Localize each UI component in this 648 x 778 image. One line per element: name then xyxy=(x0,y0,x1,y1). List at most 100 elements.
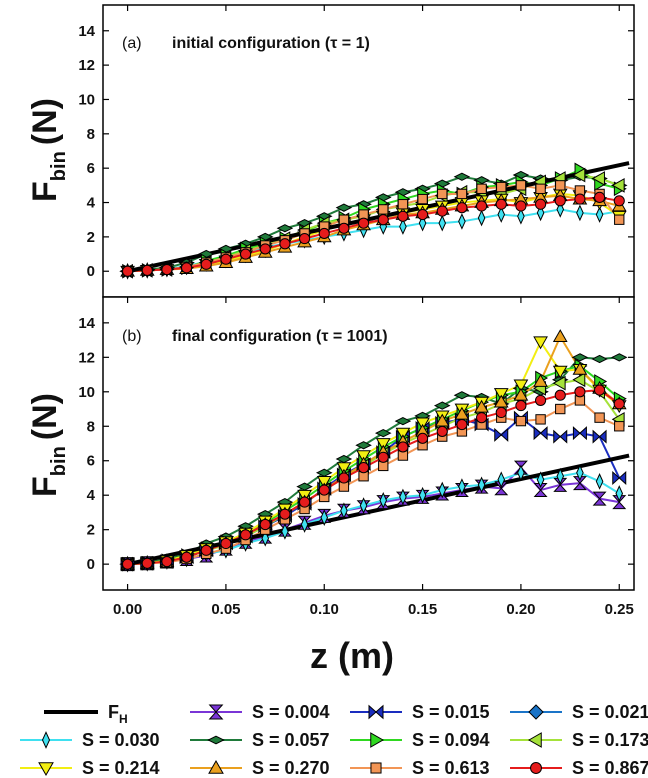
data-point-s0613 xyxy=(614,214,625,225)
data-point-s0057 xyxy=(374,429,392,438)
data-point-s0030 xyxy=(477,209,486,227)
data-point-s0057 xyxy=(571,353,589,362)
data-point-s0867 xyxy=(495,198,507,210)
data-point-s0867 xyxy=(515,200,527,212)
data-point-s0867 xyxy=(200,258,212,270)
data-point-s0015 xyxy=(494,427,509,442)
data-point-s0613 xyxy=(614,421,625,432)
data-point-s0867 xyxy=(122,558,134,570)
legend-item-s0094: S = 0.094 xyxy=(350,730,490,750)
data-point-s0867 xyxy=(535,394,547,406)
y-tick-label: 0 xyxy=(87,263,95,280)
legend-label: S = 0.004 xyxy=(252,702,330,722)
legend-item-s0057: S = 0.057 xyxy=(190,730,330,750)
data-point-s0015 xyxy=(553,429,568,444)
panel-b-y-ticks: 0 2 4 6 8 10 12 14 xyxy=(78,315,634,573)
panel-a: (a) initial configuration (τ = 1) 0 2 4 6 8 1… xyxy=(26,4,635,298)
panel-b: (b) final configuration (τ = 1001) 0 2 4 6 8… xyxy=(26,296,635,676)
x-tick-label: 0.00 xyxy=(113,601,142,618)
legend-item-s0030: S = 0.030 xyxy=(20,730,160,750)
legend-label: S = 0.613 xyxy=(412,758,490,778)
y-tick-label: 0 xyxy=(87,556,95,573)
data-point-s0613 xyxy=(437,188,448,200)
legend-label: S = 0.030 xyxy=(82,730,160,750)
data-point-s0867 xyxy=(417,432,429,444)
data-point-s0214 xyxy=(552,365,568,379)
data-point-s0030 xyxy=(340,502,348,520)
data-point-s0030 xyxy=(576,464,584,482)
legend-item-s0021: S = 0.021 xyxy=(510,702,648,722)
legend-label: S = 0.057 xyxy=(252,730,330,750)
legend-marker-s0057 xyxy=(207,735,225,745)
data-point-s0613 xyxy=(535,183,546,194)
data-point-s0867 xyxy=(338,472,350,484)
data-point-s0867 xyxy=(318,484,330,496)
legend-marker-s0867 xyxy=(530,762,542,774)
data-point-s0867 xyxy=(594,384,606,396)
data-point-s0214 xyxy=(336,462,352,476)
data-point-s0867 xyxy=(358,462,370,474)
data-point-s0867 xyxy=(476,200,488,212)
data-point-s0030 xyxy=(536,471,545,489)
legend-marker-s0094 xyxy=(370,732,385,748)
legend-label: FH xyxy=(108,702,128,726)
data-point-s0613 xyxy=(515,180,527,191)
legend-label: S = 0.214 xyxy=(82,758,160,778)
data-point-s0015 xyxy=(572,426,587,441)
y-tick-label: 12 xyxy=(78,57,95,74)
data-point-s0867 xyxy=(161,555,173,568)
data-point-s0015 xyxy=(612,470,627,485)
data-point-s0057 xyxy=(591,354,608,364)
data-point-s0173 xyxy=(552,375,566,391)
y-tick-label: 10 xyxy=(78,384,95,401)
x-tick-label: 0.25 xyxy=(605,601,634,618)
data-point-s0867 xyxy=(240,529,252,541)
legend-label: S = 0.173 xyxy=(572,730,648,750)
panel-a-y-ticks: 0 2 4 6 8 10 12 14 xyxy=(78,5,634,280)
data-point-s0030 xyxy=(300,516,309,533)
data-point-s0270 xyxy=(552,329,568,343)
data-point-s0867 xyxy=(141,264,153,276)
panel-a-plot xyxy=(119,161,630,280)
legend-item-s0867: S = 0.867 xyxy=(510,758,648,778)
x-tick-label: 0.15 xyxy=(408,601,437,618)
data-point-s0030 xyxy=(517,464,525,482)
data-point-s0867 xyxy=(495,406,507,419)
legend-label: S = 0.094 xyxy=(412,730,490,750)
panel-b-frame xyxy=(102,296,635,591)
data-point-s0015 xyxy=(533,426,548,441)
data-point-s0867 xyxy=(318,227,330,240)
legend-label: S = 0.270 xyxy=(252,758,330,778)
data-point-s0613 xyxy=(397,199,409,210)
data-point-s0173 xyxy=(611,177,625,193)
data-point-s0214 xyxy=(533,336,548,350)
data-point-s0867 xyxy=(613,195,625,207)
data-point-s0214 xyxy=(415,417,430,431)
data-point-s0030 xyxy=(281,523,289,540)
data-point-s0867 xyxy=(574,193,586,205)
y-tick-label: 6 xyxy=(87,453,95,470)
data-point-s0867 xyxy=(358,217,370,229)
data-point-s0030 xyxy=(399,218,407,235)
legend-marker-s0214 xyxy=(38,762,54,777)
x-tick-label: 0.10 xyxy=(310,601,339,618)
data-point-s0214 xyxy=(395,427,411,441)
data-point-s0030 xyxy=(458,213,466,230)
panel-a-label: (a) xyxy=(122,35,142,52)
data-point-s0867 xyxy=(476,412,488,424)
legend-marker-s0015 xyxy=(368,704,384,720)
data-point-s0867 xyxy=(259,518,271,531)
data-point-s0867 xyxy=(377,451,389,463)
data-point-s0057 xyxy=(433,401,451,410)
x-tick-label: 0.20 xyxy=(506,601,535,618)
data-point-s0613 xyxy=(417,193,428,205)
data-point-s0867 xyxy=(181,262,193,274)
data-point-s0004 xyxy=(494,481,509,496)
data-point-s0214 xyxy=(356,450,371,464)
data-point-s0613 xyxy=(496,181,507,193)
legend-marker-s0021 xyxy=(528,704,544,720)
panel-b-annotation: final configuration (τ = 1001) xyxy=(172,328,388,345)
data-point-s0004 xyxy=(533,483,548,498)
data-point-s0867 xyxy=(220,253,232,265)
